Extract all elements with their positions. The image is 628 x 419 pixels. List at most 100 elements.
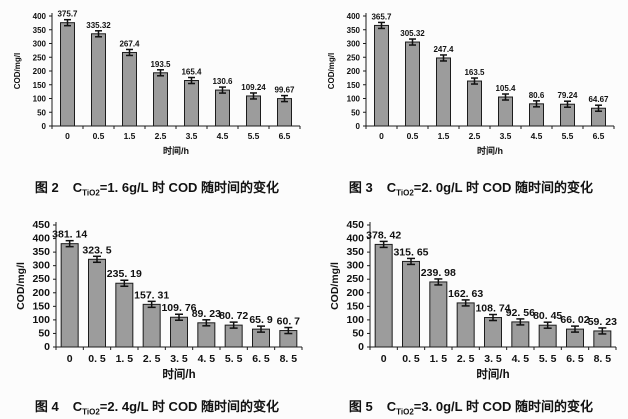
- x-category-label: 2. 5: [457, 353, 475, 365]
- y-tick-label: 400: [32, 233, 50, 245]
- x-category-label: 2.5: [155, 131, 167, 141]
- bar-value-label: 315. 65: [393, 246, 428, 258]
- bar: [60, 243, 79, 348]
- x-category-label: 1. 5: [116, 353, 134, 365]
- bar-value-label: 163.5: [464, 68, 485, 77]
- x-category-label: 0. 5: [88, 353, 106, 365]
- figure-number: 图 5: [348, 399, 373, 414]
- x-category-label: 0: [381, 353, 387, 365]
- bar: [374, 24, 389, 127]
- figure-cod-2.4: 0 50 100 150 200 250 300 350 400 450 381. 14 0 323. …: [0, 200, 314, 419]
- x-category-label: 1.5: [124, 131, 136, 141]
- y-tick-label: 300: [347, 40, 361, 49]
- y-tick-label: 350: [33, 26, 47, 35]
- figure-number: 图 3: [348, 180, 373, 195]
- y-axis-title: COD/mg/l: [15, 262, 27, 310]
- y-tick-label: 400: [33, 12, 47, 21]
- y-tick-label: 200: [32, 287, 50, 299]
- x-category-label: 0.5: [93, 131, 105, 141]
- bar: [60, 22, 75, 127]
- bar-value-label: 235. 19: [107, 268, 142, 280]
- y-tick-label: 200: [346, 287, 364, 299]
- caption-text: =2. 4g/L 时 COD 随时间的变化: [99, 399, 280, 414]
- bar: [277, 98, 292, 127]
- bar-value-label: 66. 02: [560, 314, 589, 326]
- y-tick-label: 300: [346, 260, 364, 272]
- figure-caption: 图 5 CTiO2=3. 0g/L 时 COD 随时间的变化: [349, 396, 593, 417]
- bar-value-label: 65. 9: [249, 314, 273, 326]
- bar: [402, 260, 420, 348]
- y-tick-label: 150: [347, 81, 361, 90]
- bar: [436, 57, 451, 127]
- bar-value-label: 64.67: [588, 95, 609, 104]
- x-category-label: 8. 5: [280, 353, 298, 365]
- bar-value-label: 165.4: [181, 68, 202, 77]
- bar: [374, 243, 393, 348]
- bar-chart-cod-2.0: 0 50 100 150 200 250 300 350 400 365.7 0 305.32 0.5 2…: [327, 12, 615, 156]
- bar-value-label: 80. 72: [219, 310, 248, 322]
- x-category-label: 1.5: [438, 131, 450, 141]
- x-category-label: 0: [67, 353, 73, 365]
- bar-value-label: 247.4: [433, 45, 454, 54]
- bar-value-label: 305.32: [400, 29, 425, 38]
- bar-value-label: 80.6: [529, 91, 545, 100]
- x-category-label: 3.5: [186, 131, 198, 141]
- y-tick-label: 150: [346, 300, 364, 312]
- bar-value-label: 130.6: [212, 77, 233, 86]
- x-axis-title: 时间/h: [163, 145, 189, 156]
- caption-text: =1. 6g/L 时 COD 随时间的变化: [99, 180, 280, 195]
- y-tick-label: 50: [37, 108, 46, 117]
- caption-subscript: TiO2: [396, 407, 414, 417]
- x-category-label: 3. 5: [170, 353, 188, 365]
- y-tick-label: 400: [347, 12, 361, 21]
- x-category-label: 0.5: [407, 131, 419, 141]
- y-tick-label: 150: [32, 300, 50, 312]
- bar-value-label: 80. 45: [533, 310, 562, 322]
- y-tick-label: 250: [347, 53, 361, 62]
- bar: [498, 96, 513, 127]
- y-tick-label: 100: [33, 95, 47, 104]
- y-tick-label: 400: [346, 233, 364, 245]
- x-category-label: 0: [379, 131, 384, 141]
- y-tick-label: 350: [347, 26, 361, 35]
- x-category-label: 6. 5: [252, 353, 270, 365]
- bar: [405, 41, 420, 127]
- x-axis-title: 时间/h: [476, 367, 509, 381]
- caption-text: =3. 0g/L 时 COD 随时间的变化: [413, 399, 594, 414]
- y-tick-label: 450: [32, 219, 50, 231]
- bar: [184, 80, 199, 127]
- y-tick-label: 50: [38, 327, 50, 339]
- bar: [88, 258, 106, 348]
- x-category-label: 2. 5: [143, 353, 161, 365]
- y-tick-label: 250: [33, 53, 47, 62]
- x-category-label: 5. 5: [539, 353, 557, 365]
- caption-symbol: C: [386, 399, 397, 414]
- bar-value-label: 375.7: [57, 10, 78, 19]
- x-category-label: 0: [65, 131, 70, 141]
- x-category-label: 2.5: [469, 131, 481, 141]
- y-tick-label: 0: [358, 341, 364, 353]
- figure-caption: 图 2 CTiO2=1. 6g/L 时 COD 随时间的变化: [35, 177, 279, 198]
- caption-subscript: TiO2: [82, 407, 100, 417]
- x-category-label: 5.5: [248, 131, 260, 141]
- y-tick-label: 200: [33, 67, 47, 76]
- bar: [142, 303, 161, 348]
- figure-cod-2.0: 0 50 100 150 200 250 300 350 400 365.7 0 305.32 0.5 2…: [314, 0, 628, 200]
- caption-symbol: C: [72, 180, 83, 195]
- x-category-label: 6.5: [593, 131, 605, 141]
- y-axis-title: COD/mg/l: [327, 53, 336, 89]
- x-category-label: 4. 5: [198, 353, 216, 365]
- figure-caption: 图 4 CTiO2=2. 4g/L 时 COD 随时间的变化: [35, 396, 279, 417]
- bar-value-label: 79.24: [557, 91, 578, 100]
- bar-value-label: 99.67: [274, 86, 295, 95]
- bar: [511, 321, 530, 348]
- bar-value-label: 89. 23: [192, 308, 221, 320]
- bar-value-label: 59. 23: [588, 316, 617, 328]
- x-category-label: 4. 5: [512, 353, 530, 365]
- bar-value-label: 109.24: [241, 83, 266, 92]
- bar-value-label: 323. 5: [82, 244, 111, 256]
- caption-symbol: C: [386, 180, 397, 195]
